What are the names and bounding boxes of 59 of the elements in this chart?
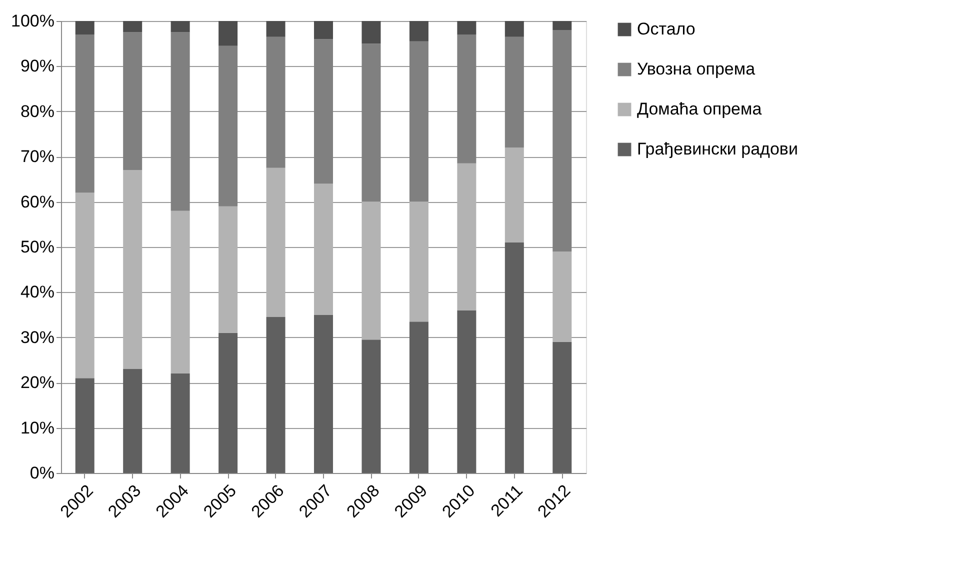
bar [409, 202, 428, 322]
y-tick-label: 10% [20, 418, 54, 438]
bar [123, 369, 142, 473]
y-tick-label: 80% [20, 102, 54, 121]
bar [218, 21, 238, 46]
y-tick-label: 40% [20, 282, 54, 302]
legend-label: Грађевински радови [637, 140, 798, 158]
bar [314, 39, 333, 184]
bar [170, 21, 190, 32]
bar [552, 342, 572, 473]
bar [170, 210, 190, 374]
bar [123, 21, 142, 32]
bar [504, 148, 524, 242]
bar [75, 192, 94, 378]
bar [362, 44, 381, 202]
y-tick-label: 0% [30, 464, 54, 482]
bar [266, 317, 286, 473]
bar [314, 314, 333, 473]
bar [75, 21, 94, 35]
bar [504, 242, 524, 473]
bar [457, 34, 476, 164]
legend-label: Домаћа опрема [637, 100, 762, 118]
y-tick-label: 50% [20, 238, 54, 256]
bar [75, 34, 94, 193]
bar [314, 21, 333, 40]
bar [170, 374, 190, 473]
bar [123, 170, 142, 370]
bar [218, 46, 238, 206]
bar [409, 41, 428, 202]
bar [266, 36, 286, 168]
y-tick-label: 30% [20, 328, 54, 347]
bar [457, 21, 476, 35]
bar [504, 36, 524, 148]
legend-label: Остало [637, 20, 696, 38]
bar [552, 21, 572, 30]
bar [362, 202, 381, 340]
bar [123, 32, 142, 170]
bar [504, 21, 524, 37]
bar [170, 32, 190, 211]
bar [457, 310, 476, 473]
bar [266, 168, 286, 318]
bar [552, 252, 572, 342]
bar [362, 340, 381, 473]
bar [218, 206, 238, 333]
bar [75, 378, 94, 473]
legend-label: Увозна опрема [637, 60, 756, 78]
bar [314, 184, 333, 315]
y-tick-label: 100% [11, 12, 54, 30]
y-tick-label: 20% [20, 373, 54, 392]
bar [218, 332, 238, 473]
bar [362, 21, 381, 44]
bar [552, 30, 572, 252]
y-tick-label: 70% [20, 147, 54, 166]
y-tick-label: 60% [20, 192, 54, 212]
y-tick-label: 90% [20, 56, 54, 76]
bar [409, 322, 428, 473]
bar [409, 21, 428, 42]
bar [457, 163, 476, 310]
bar [266, 21, 286, 37]
